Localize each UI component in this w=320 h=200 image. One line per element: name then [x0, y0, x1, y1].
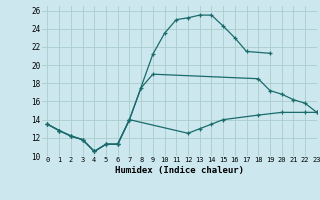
X-axis label: Humidex (Indice chaleur): Humidex (Indice chaleur)	[115, 166, 244, 175]
